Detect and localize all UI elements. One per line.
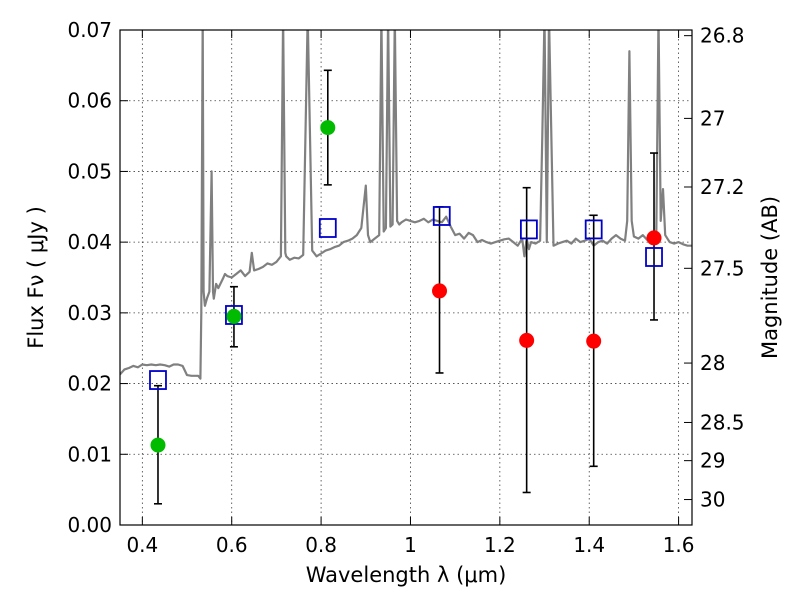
model-spectrum-line [120,30,692,380]
x-tick-label: 0.6 [216,533,248,557]
error-bars [153,69,659,505]
model-photometry-square [519,219,538,240]
model-photometry-square [149,370,167,390]
right-tick-label: 28 [700,351,725,375]
y-tick-label: 0.03 [67,301,112,325]
x-tick-label: 1.6 [663,533,695,557]
y-axis-label: Flux Fν ( μJy ) [24,206,48,349]
model-photometry-square [584,219,603,240]
x-axis-ticks: 0.4 0.6 0.8 1 1.2 1.4 1.6 [126,30,695,557]
upper-limit-point [432,283,448,299]
y-tick-label: 0.07 [67,18,112,42]
y-tick-label: 0.06 [67,89,112,113]
upper-limit-point [586,333,602,349]
right-tick-label: 27.5 [700,256,745,280]
x-tick-label: 1.4 [573,533,605,557]
model-photometry-squares [149,206,663,390]
detection-point [150,437,166,453]
x-tick-label: 0.8 [305,533,337,557]
right-tick-label: 26.8 [700,24,745,48]
x-tick-label: 1 [404,533,417,557]
upper-limit-point [646,230,662,246]
plot-area-clip-group [120,30,692,380]
right-tick-label: 29 [700,449,725,473]
right-tick-label: 30 [700,488,725,512]
y-tick-label: 0.00 [67,513,112,537]
right-tick-label: 27.2 [700,175,745,199]
x-axis-label: Wavelength λ (μm) [306,563,507,587]
model-photometry-square [645,247,663,267]
measured-points [150,120,662,453]
upper-limit-point [519,332,535,348]
model-photometry-square [318,218,337,238]
grid-lines [120,29,692,526]
y-axis-ticks: 0.00 0.01 0.02 0.03 0.04 0.05 0.06 0.07 [67,18,128,537]
right-tick-label: 27 [700,106,725,130]
right-axis-label: Magnitude (AB) [758,196,782,359]
y-tick-label: 0.01 [67,442,112,466]
y-tick-label: 0.04 [67,230,112,254]
plot-frame [119,29,693,526]
right-axis-ticks: 26.8 27 27.2 27.5 28 28.5 29 30 [684,24,745,512]
model-photometry-square [225,305,243,325]
y-tick-label: 0.05 [67,159,112,183]
y-tick-label: 0.02 [67,372,112,396]
x-tick-label: 0.4 [126,533,158,557]
model-photometry-square [432,206,451,226]
detection-point [226,308,242,324]
x-tick-label: 1.2 [484,533,516,557]
detection-point [320,120,336,136]
right-tick-label: 28.5 [700,410,745,434]
